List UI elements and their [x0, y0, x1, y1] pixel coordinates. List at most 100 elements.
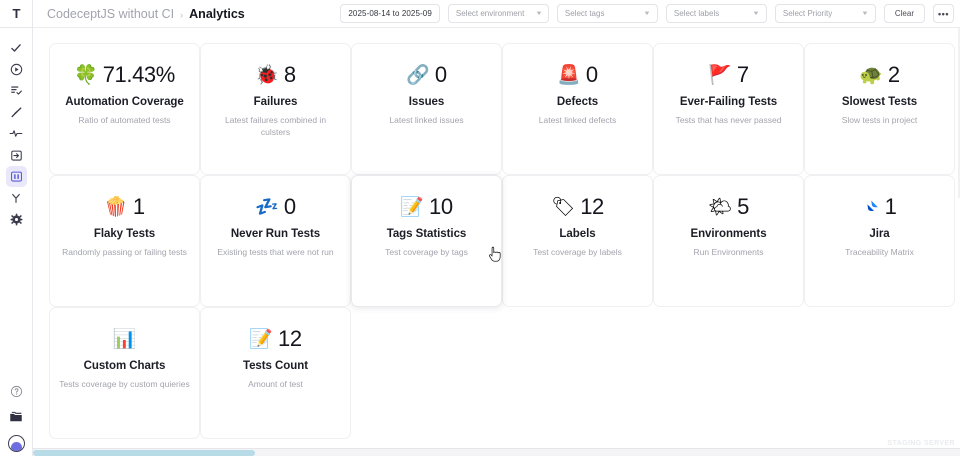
- analytics-card-labels[interactable]: 🏷 12 Labels Test coverage by labels: [502, 175, 653, 307]
- card-headline: 🐞 8: [255, 60, 296, 90]
- card-headline: 🚨 0: [557, 60, 598, 90]
- analytics-card-ever-failing-tests[interactable]: 🚩 7 Ever-Failing Tests Tests that has never…: [653, 43, 804, 175]
- analytics-card-never-run-tests[interactable]: 💤 0 Never Run Tests Existing tests that wer…: [200, 175, 351, 307]
- vertical-scrollbar[interactable]: [958, 28, 960, 198]
- card-description: Test coverage by tags: [385, 247, 468, 258]
- check-icon: [10, 42, 22, 54]
- card-description: Tests coverage by custom quieries: [59, 379, 190, 390]
- analytics-card-tags-statistics[interactable]: 📝 10 Tags Statistics Test coverage by tags: [351, 175, 502, 307]
- card-title: Tests Count: [242, 360, 309, 372]
- sidebar-item-import[interactable]: [6, 145, 27, 166]
- card-headline: 📝 12: [249, 324, 302, 354]
- card-title: Defects: [556, 96, 599, 108]
- date-range-value: 2025-08-14 to 2025-09: [348, 9, 432, 18]
- trend-line-icon: [10, 106, 23, 119]
- memo-pencil-icon: 📝: [400, 195, 424, 218]
- app-logo[interactable]: T: [0, 0, 32, 28]
- analytics-card-grid: 🍀 71.43% Automation Coverage Ratio of autom…: [49, 43, 960, 439]
- analytics-card-defects[interactable]: 🚨 0 Defects Latest linked defects: [502, 43, 653, 175]
- staging-server-note: STAGING SERVER: [887, 440, 955, 447]
- card-headline: 🔗 0: [406, 60, 447, 90]
- sidebar-item-settings[interactable]: [6, 209, 27, 230]
- sidebar-item-reports[interactable]: [6, 80, 27, 101]
- card-value: 5: [737, 194, 749, 219]
- card-description: Ratio of automated tests: [78, 115, 171, 126]
- analytics-card-custom-charts[interactable]: 📊 Custom Charts Tests coverage by custom q…: [49, 307, 200, 439]
- card-title: Failures: [253, 96, 298, 108]
- clear-filters-button[interactable]: Clear: [883, 4, 925, 23]
- card-value: 8: [283, 62, 296, 87]
- card-value: 12: [278, 326, 302, 351]
- page-header: CodeceptJS without CI › Analytics 2025-0…: [33, 0, 960, 28]
- sidebar-item-tests[interactable]: [6, 37, 27, 58]
- card-value: 10: [429, 194, 453, 219]
- link-chain-icon: 🔗: [406, 63, 430, 86]
- card-description: Amount of test: [248, 379, 303, 390]
- card-value: 12: [580, 194, 604, 219]
- card-headline: 1: [863, 192, 897, 222]
- card-headline: 🏷 12: [551, 192, 604, 222]
- analytics-bars-icon: [10, 170, 23, 183]
- labels-filter-label: Select labels: [673, 9, 720, 18]
- tags-filter[interactable]: Select tags ▼: [556, 4, 658, 23]
- breadcrumb-project[interactable]: CodeceptJS without CI: [47, 6, 175, 21]
- branch-fork-icon: [10, 192, 22, 205]
- card-title: Automation Coverage: [65, 96, 184, 108]
- card-description: Latest linked issues: [389, 115, 464, 126]
- card-value: 0: [585, 62, 598, 87]
- card-value: 1: [132, 194, 145, 219]
- question-circle-icon[interactable]: [10, 385, 23, 403]
- horizontal-scrollbar[interactable]: [33, 448, 960, 456]
- chevron-down-icon: ▼: [861, 10, 869, 17]
- analytics-card-automation-coverage[interactable]: 🍀 71.43% Automation Coverage Ratio of autom…: [49, 43, 200, 175]
- more-options-button[interactable]: •••: [933, 4, 954, 23]
- tags-filter-label: Select tags: [564, 9, 605, 18]
- sidebar-item-analytics[interactable]: [5, 166, 27, 188]
- page-title: Analytics: [189, 6, 245, 21]
- card-headline: 🌤 5: [708, 192, 749, 222]
- analytics-card-jira[interactable]: 1 Jira Traceability Matrix: [804, 175, 955, 307]
- chevron-down-icon: ▼: [643, 10, 651, 17]
- card-title: Never Run Tests: [230, 228, 321, 240]
- environment-filter[interactable]: Select environment ▼: [447, 4, 549, 23]
- priority-filter[interactable]: Select Priority ▼: [774, 4, 876, 23]
- card-headline: 🍀 71.43%: [74, 60, 175, 90]
- analytics-card-environments[interactable]: 🌤 5 Environments Run Environments: [653, 175, 804, 307]
- horizontal-scrollbar-thumb[interactable]: [33, 450, 255, 456]
- header-controls: 2025-08-14 to 2025-09 Select environment…: [340, 4, 954, 23]
- environment-filter-label: Select environment: [455, 9, 525, 18]
- card-description: Latest linked defects: [538, 115, 617, 126]
- sidebar-item-pulse[interactable]: [6, 123, 27, 144]
- activity-pulse-icon: [9, 127, 23, 140]
- play-circle-icon: [10, 63, 23, 76]
- card-title: Labels: [559, 228, 596, 240]
- sleeping-zzz-icon: 💤: [255, 195, 279, 218]
- card-description: Slow tests in project: [841, 115, 918, 126]
- card-headline: 📝 10: [400, 192, 453, 222]
- labels-filter[interactable]: Select labels ▼: [665, 4, 767, 23]
- analytics-card-slowest-tests[interactable]: 🐢 2 Slowest Tests Slow tests in project: [804, 43, 955, 175]
- avatar-image: [10, 441, 22, 451]
- sidebar-item-runs[interactable]: [6, 59, 27, 80]
- card-headline: 🚩 7: [708, 60, 749, 90]
- analytics-card-failures[interactable]: 🐞 8 Failures Latest failures combined in cu…: [200, 43, 351, 175]
- sidebar-item-trends[interactable]: [6, 102, 27, 123]
- sun-behind-cloud-icon: 🌤: [708, 195, 733, 218]
- folder-icon[interactable]: [9, 410, 23, 428]
- analytics-card-tests-count[interactable]: 📝 12 Tests Count Amount of test: [200, 307, 351, 439]
- sidebar-item-branches[interactable]: [6, 188, 27, 209]
- bar-chart-icon: 📊: [112, 327, 137, 350]
- label-tag-icon: 🏷: [551, 195, 576, 218]
- turtle-icon: 🐢: [859, 63, 883, 86]
- triangular-flag-icon: 🚩: [708, 63, 732, 86]
- siren-icon: 🚨: [557, 63, 581, 86]
- date-range-picker[interactable]: 2025-08-14 to 2025-09: [340, 4, 440, 23]
- card-title: Environments: [690, 228, 767, 240]
- analytics-card-issues[interactable]: 🔗 0 Issues Latest linked issues: [351, 43, 502, 175]
- sidebar-bottom-group: [0, 385, 32, 452]
- avatar[interactable]: [7, 435, 25, 452]
- gear-icon: [10, 213, 23, 226]
- analytics-card-flaky-tests[interactable]: 🍿 1 Flaky Tests Randomly passing or failing…: [49, 175, 200, 307]
- card-headline: 📊: [113, 324, 137, 354]
- card-value: 1: [884, 194, 897, 219]
